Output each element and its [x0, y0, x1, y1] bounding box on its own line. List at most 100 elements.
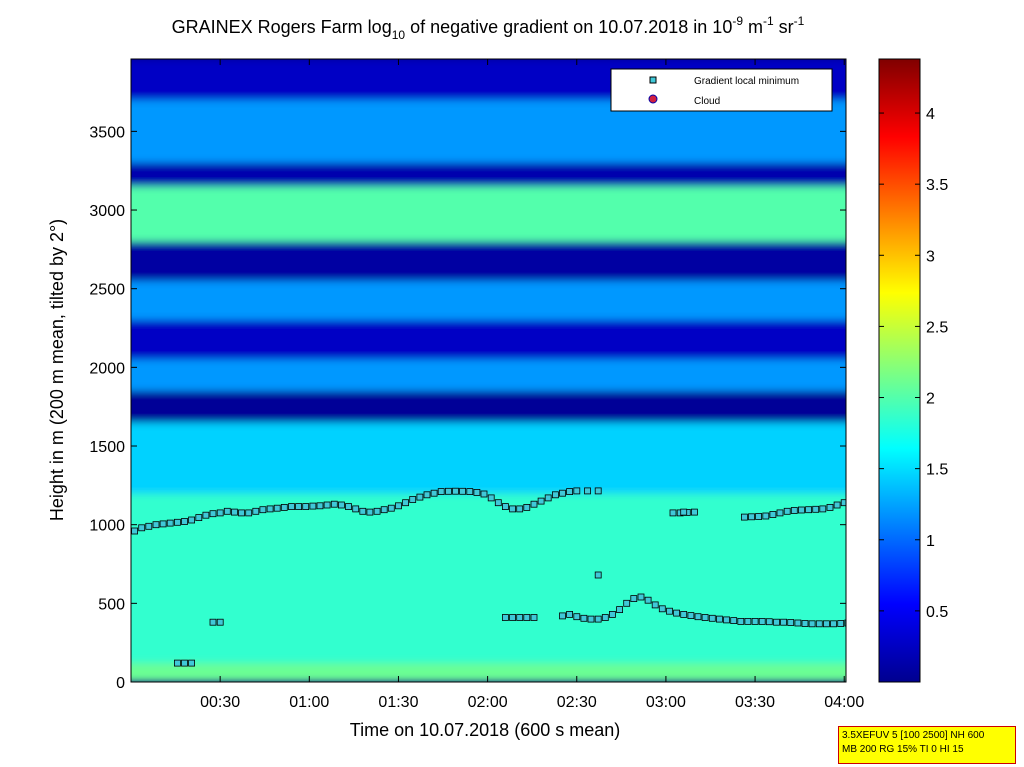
colorbar-tick-label: 2 [926, 391, 935, 408]
gradient-min-point [769, 511, 777, 518]
legend-box [610, 68, 833, 112]
gradient-min-point [537, 497, 545, 505]
colorbar-tick-label: 2.5 [926, 319, 948, 336]
gradient-min-point [609, 611, 616, 618]
gradient-min-point [669, 509, 677, 517]
gradient-min-point [837, 620, 845, 627]
gradient-min-point [266, 505, 274, 513]
gradient-min-point [487, 494, 495, 502]
heatmap-layer [131, 59, 846, 682]
gradient-min-point [794, 619, 802, 627]
gradient-min-point [723, 616, 730, 624]
gradient-min-point [680, 611, 688, 618]
gradient-min-point [280, 503, 288, 511]
gradient-min-point [758, 618, 766, 625]
gradient-min-point [409, 496, 417, 503]
gradient-min-point [238, 509, 245, 517]
gradient-min-point [826, 503, 834, 511]
gradient-min-point [223, 507, 231, 515]
gradient-min-point [216, 618, 224, 626]
y-tick-label: 3000 [89, 203, 125, 220]
gradient-min-point [587, 615, 595, 623]
gradient-min-point [323, 501, 331, 509]
gradient-min-point [202, 511, 210, 519]
gradient-min-point [523, 614, 531, 621]
plot-frame [130, 58, 847, 683]
gradient-min-point [166, 519, 174, 527]
gradient-min-point [501, 503, 509, 511]
gradient-min-point [387, 504, 395, 512]
y-tick-label: 2000 [89, 360, 125, 377]
gradient-min-point [466, 488, 474, 496]
gradient-min-point [530, 500, 538, 508]
x-tick-label: 04:00 [824, 694, 864, 711]
heatmap-band-8 [131, 186, 846, 242]
gradient-min-point [452, 487, 459, 495]
y-tick-label: 500 [98, 596, 125, 613]
gradient-min-point [666, 607, 673, 615]
gradient-min-point [152, 521, 160, 529]
info-line-1: 3.5XEFUV 5 [100 2500] NH 600 [842, 730, 985, 741]
x-tick-label: 02:00 [468, 694, 508, 711]
gradient-min-point [252, 507, 260, 515]
colorbar-ticks: 0.5 1 1.5 2 2.5 3 3.5 4 [879, 106, 948, 621]
gradient-min-point [288, 503, 295, 511]
gradient-min-point [644, 596, 652, 604]
gradient-min-point [188, 516, 196, 524]
y-axis: 0 500 1000 1500 2000 2500 3000 3500 [89, 124, 846, 692]
gradient-min-point [737, 618, 745, 625]
gradient-min-point [509, 505, 517, 513]
gradient-min-point [773, 618, 780, 626]
gradient-min-point [559, 612, 566, 620]
gradient-min-point [159, 520, 167, 528]
gradient-min-point [395, 502, 402, 510]
gradient-min-point [138, 524, 146, 532]
gradient-min-point [566, 488, 573, 496]
colorbar-tick-label: 3 [926, 248, 935, 265]
gradient-min-point [808, 620, 816, 628]
gradient-min-point [848, 497, 854, 503]
gradient-min-point [844, 619, 846, 627]
gradient-min-point [444, 487, 452, 495]
gradient-min-point [437, 488, 445, 496]
gradient-min-point [573, 613, 581, 621]
gradient-min-point [673, 609, 680, 617]
gradient-min-point [658, 605, 666, 613]
heatmap-band-5 [131, 320, 846, 360]
gradient-min-point [181, 518, 188, 525]
chart-title: GRAINEX Rogers Farm log10 of negative gr… [172, 14, 805, 42]
gradient-min-point [741, 513, 748, 521]
plot-area [130, 58, 869, 683]
gradient-min-point [430, 489, 438, 497]
heatmap-bands [131, 59, 846, 682]
gradient-min-point [765, 618, 773, 626]
gradient-min-point [580, 614, 588, 622]
x-tick-label: 03:30 [735, 694, 775, 711]
x-tick-label: 00:30 [200, 694, 240, 711]
gradient-min-point [863, 493, 869, 499]
x-axis: 00:30 01:00 01:30 02:00 02:30 03:00 03:30 04:00 [200, 59, 864, 711]
colorbar-tick-label: 1.5 [926, 462, 948, 479]
gradient-min-point [530, 614, 538, 621]
heatmap-band-6 [131, 280, 846, 321]
y-axis-label: Height in m (200 m mean, tilted by 2°) [47, 219, 67, 521]
gradient-min-point [601, 614, 609, 621]
gradient-min-point [373, 507, 381, 515]
heatmap-band-4 [131, 359, 846, 391]
gradient-min-point [687, 612, 695, 619]
gradient-min-point [559, 489, 566, 497]
gradient-min-point [637, 593, 645, 601]
colorbar-tick-label: 4 [926, 106, 935, 123]
gradient-min-point [780, 618, 787, 626]
gradient-min-point [309, 502, 317, 510]
x-tick-label: 02:30 [557, 694, 597, 711]
gradient-min-point [402, 499, 410, 507]
x-axis-label: Time on 10.07.2018 (600 s mean) [350, 720, 621, 740]
y-tick-label: 2500 [89, 282, 125, 299]
gradient-min-point [345, 503, 352, 511]
gradient-min-point [730, 617, 738, 624]
gradient-min-point [173, 518, 181, 526]
gradient-min-point [145, 522, 153, 530]
gradient-min-point [691, 508, 698, 516]
